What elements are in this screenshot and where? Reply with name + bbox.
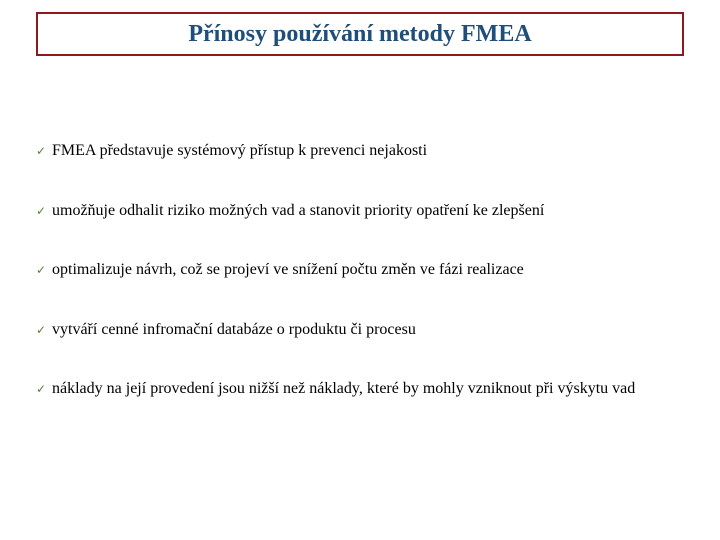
check-icon: ✓: [36, 378, 52, 397]
check-icon: ✓: [36, 319, 52, 338]
bullet-list: ✓ FMEA představuje systémový přístup k p…: [36, 140, 684, 438]
list-item: ✓ vytváří cenné infromační databáze o rp…: [36, 319, 684, 341]
slide-title: Přínosy používání metody FMEA: [188, 21, 531, 48]
check-icon: ✓: [36, 259, 52, 278]
bullet-text: náklady na její provedení jsou nižší než…: [52, 378, 684, 400]
bullet-text: umožňuje odhalit riziko možných vad a st…: [52, 200, 684, 222]
slide: Přínosy používání metody FMEA ✓ FMEA pře…: [0, 0, 720, 540]
list-item: ✓ optimalizuje návrh, což se projeví ve …: [36, 259, 684, 281]
bullet-text: FMEA představuje systémový přístup k pre…: [52, 140, 684, 162]
bullet-text: optimalizuje návrh, což se projeví ve sn…: [52, 259, 684, 281]
list-item: ✓ FMEA představuje systémový přístup k p…: [36, 140, 684, 162]
check-icon: ✓: [36, 140, 52, 159]
bullet-text: vytváří cenné infromační databáze o rpod…: [52, 319, 684, 341]
list-item: ✓ umožňuje odhalit riziko možných vad a …: [36, 200, 684, 222]
check-icon: ✓: [36, 200, 52, 219]
list-item: ✓ náklady na její provedení jsou nižší n…: [36, 378, 684, 400]
title-box: Přínosy používání metody FMEA: [36, 12, 684, 56]
